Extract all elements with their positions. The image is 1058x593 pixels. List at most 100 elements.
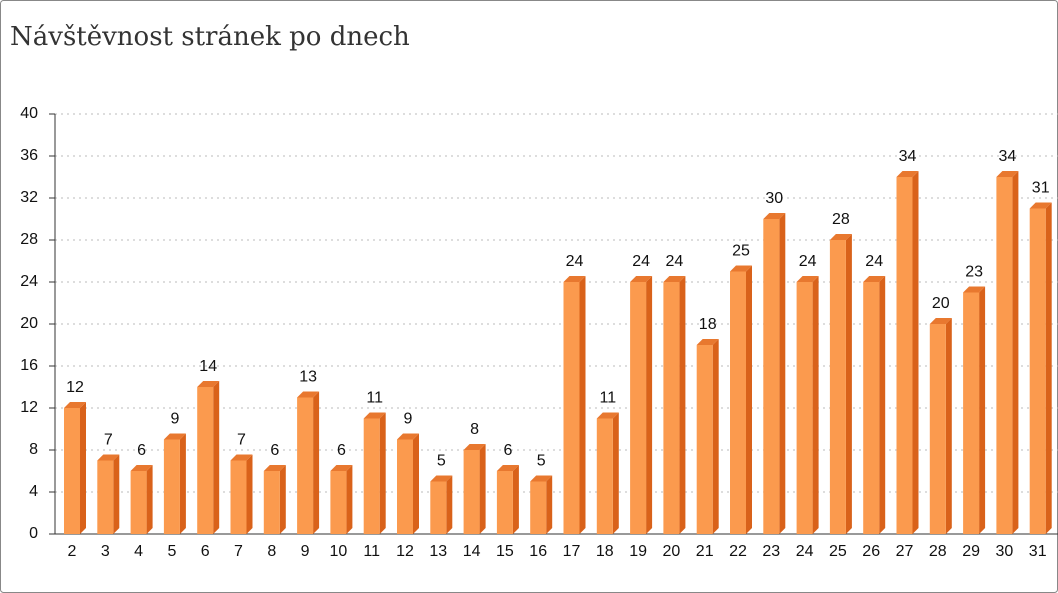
data-label: 5 (537, 453, 546, 470)
bar-top (863, 276, 886, 282)
data-label: 14 (199, 358, 217, 375)
data-label: 5 (437, 453, 446, 470)
bar (496, 471, 513, 534)
x-tick-label: 10 (330, 543, 348, 560)
x-tick-label: 20 (663, 543, 681, 560)
bar-side (746, 265, 752, 534)
bar-top (197, 381, 220, 387)
data-label: 8 (470, 421, 479, 438)
bar-top (463, 444, 486, 450)
x-tick-label: 28 (929, 543, 947, 560)
x-tick-label: 17 (563, 543, 581, 560)
data-label: 28 (832, 211, 850, 228)
bar-top (929, 318, 952, 324)
bar-side (579, 276, 586, 534)
data-label: 6 (503, 442, 512, 459)
bar-top (130, 465, 153, 471)
bar-side (346, 465, 353, 534)
bar-top (896, 171, 919, 177)
bar-top (696, 339, 719, 345)
bar (330, 471, 347, 534)
x-tick-label: 21 (696, 543, 714, 560)
bar (397, 439, 413, 534)
x-tick-label: 24 (796, 543, 814, 560)
bar (163, 439, 180, 534)
bar (363, 418, 380, 534)
bar-top (663, 276, 686, 282)
x-tick-label: 16 (529, 543, 547, 560)
bar (430, 481, 447, 534)
bar-top (263, 465, 286, 471)
data-label: 13 (299, 369, 317, 386)
bar-top (97, 454, 120, 461)
data-label: 7 (237, 432, 246, 449)
bar-top (530, 475, 553, 482)
bar (896, 177, 913, 534)
y-tick-label: 8 (29, 441, 38, 458)
x-tick-label: 27 (896, 543, 914, 560)
bar-side (246, 454, 253, 534)
data-label: 24 (566, 253, 584, 270)
bar-side (1045, 202, 1052, 534)
y-tick-label: 32 (20, 189, 38, 206)
y-tick-label: 28 (20, 231, 38, 248)
data-label: 12 (66, 379, 84, 396)
bar-side (612, 412, 619, 534)
bar-top (230, 454, 253, 461)
bar-top (430, 475, 453, 482)
y-tick-label: 24 (20, 273, 38, 290)
bar-side (113, 454, 120, 534)
x-tick-label: 9 (301, 543, 310, 560)
bar (130, 471, 147, 534)
data-label: 9 (404, 411, 413, 428)
bar-side (446, 475, 453, 534)
x-tick-label: 19 (629, 543, 647, 560)
bar-top (1029, 202, 1052, 209)
bar (863, 282, 880, 534)
data-label: 6 (137, 442, 146, 459)
y-tick-label: 36 (20, 147, 38, 164)
bar (630, 282, 647, 534)
bar-top (397, 433, 419, 440)
bar (97, 460, 114, 534)
bar-side (679, 276, 686, 534)
data-label: 31 (1032, 180, 1050, 197)
bar-top (829, 234, 852, 240)
bar-top (496, 465, 519, 471)
bar (530, 481, 547, 534)
bar (796, 282, 813, 534)
bar-side (80, 402, 86, 534)
bar-side (879, 276, 886, 534)
x-tick-label: 7 (234, 543, 243, 560)
data-label: 30 (765, 190, 783, 207)
x-tick-label: 11 (363, 543, 380, 560)
y-tick-label: 0 (29, 525, 38, 542)
x-tick-label: 8 (267, 543, 276, 560)
bar (730, 271, 746, 534)
bar (463, 450, 480, 534)
bar (829, 240, 846, 534)
bar-top (363, 412, 386, 419)
data-label: 6 (337, 442, 346, 459)
bar-side (845, 234, 852, 534)
bar-top (996, 171, 1019, 177)
bar (963, 292, 980, 534)
bar (1029, 208, 1046, 534)
bar-top (563, 276, 586, 282)
bar-side (546, 475, 553, 534)
bar-top (297, 391, 320, 398)
bar-top (730, 265, 752, 272)
x-tick-label: 12 (396, 543, 414, 560)
bar (696, 345, 713, 534)
bar (64, 408, 80, 534)
bar (197, 387, 214, 534)
x-tick-label: 2 (68, 543, 77, 560)
data-label: 34 (899, 148, 917, 165)
bar-side (979, 286, 986, 534)
bar (263, 471, 280, 534)
x-tick-label: 26 (862, 543, 880, 560)
data-label: 6 (270, 442, 279, 459)
bar-side (413, 433, 419, 534)
bar-side (712, 339, 719, 534)
